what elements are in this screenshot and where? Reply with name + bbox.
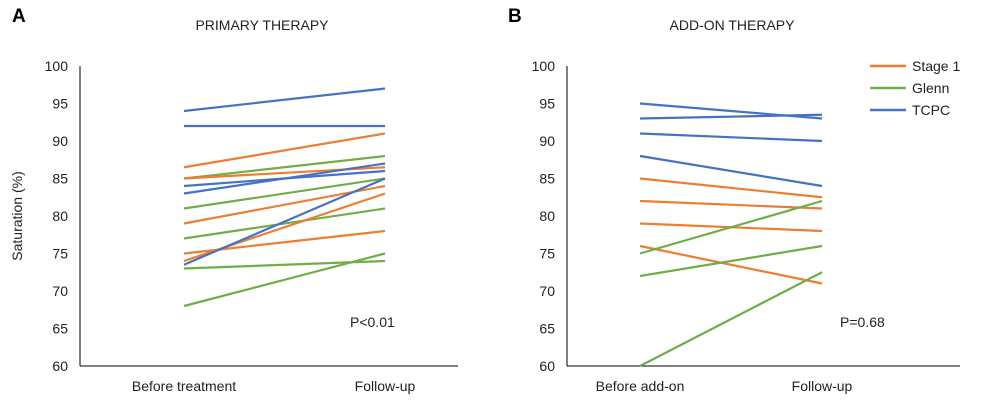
y-tick-label: 85 bbox=[539, 171, 555, 187]
chart-title: ADD-ON THERAPY bbox=[670, 17, 796, 33]
panel-label: B bbox=[508, 6, 522, 27]
series-line-tcpc bbox=[639, 154, 823, 188]
p-value-annotation: P=0.68 bbox=[840, 314, 885, 330]
panel-label: A bbox=[12, 6, 26, 27]
y-tick-label: 90 bbox=[52, 133, 68, 149]
series-line-glenn bbox=[639, 244, 823, 278]
y-tick-label: 60 bbox=[539, 358, 555, 374]
y-tick-label: 65 bbox=[539, 321, 555, 337]
legend-label-glenn: Glenn bbox=[912, 80, 949, 96]
series-line-tcpc bbox=[639, 113, 823, 120]
y-tick-label: 80 bbox=[539, 208, 555, 224]
series-line-tcpc bbox=[639, 132, 823, 143]
chart-title: PRIMARY THERAPY bbox=[195, 17, 329, 33]
y-tick-label: 100 bbox=[45, 58, 69, 74]
series-line-tcpc bbox=[183, 162, 386, 195]
y-tick-label: 85 bbox=[52, 171, 68, 187]
x-tick-label: Follow-up bbox=[792, 378, 853, 394]
series-line-stage1 bbox=[639, 177, 823, 199]
series-line-tcpc bbox=[183, 87, 386, 113]
series-line-tcpc bbox=[183, 177, 386, 266]
x-tick-label: Follow-up bbox=[355, 378, 416, 394]
y-tick-label: 95 bbox=[539, 96, 555, 112]
y-tick-label: 65 bbox=[52, 321, 68, 337]
series-line-glenn bbox=[639, 199, 823, 255]
x-tick-label: Before treatment bbox=[132, 378, 236, 394]
series-line-glenn bbox=[183, 252, 386, 308]
y-axis-label: Saturation (%) bbox=[9, 171, 25, 260]
y-tick-label: 80 bbox=[52, 208, 68, 224]
y-tick-label: 70 bbox=[539, 283, 555, 299]
series-line-glenn bbox=[639, 271, 823, 367]
y-tick-label: 60 bbox=[52, 358, 68, 374]
x-tick-label: Before add-on bbox=[596, 378, 685, 394]
y-tick-label: 100 bbox=[532, 58, 556, 74]
legend-label-stage1: Stage 1 bbox=[912, 58, 960, 74]
series-line-glenn bbox=[183, 207, 386, 240]
y-tick-label: 90 bbox=[539, 133, 555, 149]
y-tick-label: 70 bbox=[52, 283, 68, 299]
series-line-glenn bbox=[183, 154, 386, 180]
y-tick-label: 75 bbox=[539, 246, 555, 262]
legend-label-tcpc: TCPC bbox=[912, 102, 950, 118]
y-tick-label: 75 bbox=[52, 246, 68, 262]
series-line-glenn bbox=[183, 177, 386, 210]
y-tick-label: 95 bbox=[52, 96, 68, 112]
series-line-stage1 bbox=[639, 199, 823, 210]
series-line-stage1 bbox=[183, 132, 386, 169]
series-line-stage1 bbox=[639, 244, 823, 285]
p-value-annotation: P<0.01 bbox=[350, 314, 395, 330]
